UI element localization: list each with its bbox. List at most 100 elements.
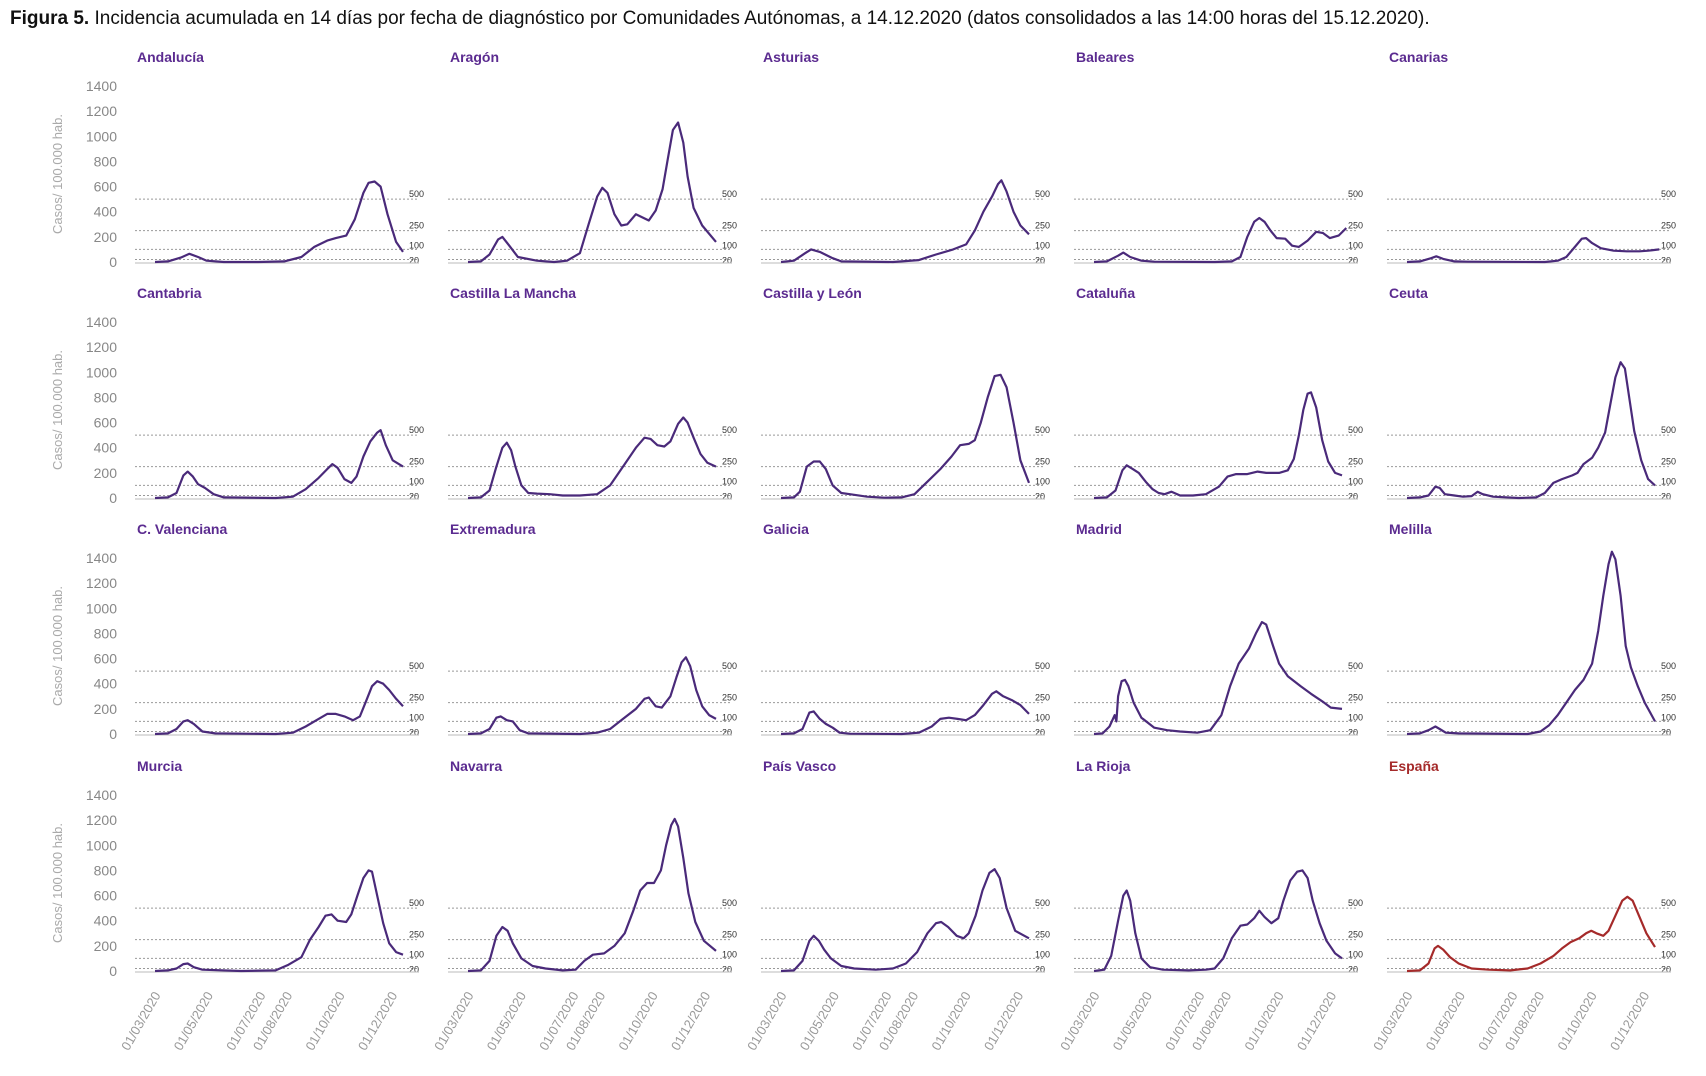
reference-line-label: 250	[1661, 930, 1676, 940]
y-tick-label: 0	[109, 490, 117, 506]
panel-title: La Rioja	[1076, 758, 1131, 774]
reference-line-label: 20	[1661, 255, 1671, 265]
reference-line-label: 250	[409, 221, 424, 231]
series-line	[467, 817, 717, 973]
panel-title: Asturias	[763, 49, 819, 65]
y-tick-label: 1400	[86, 787, 117, 803]
reference-line-label: 500	[409, 661, 424, 671]
reference-line-label: 20	[1348, 964, 1358, 974]
y-tick-label: 1200	[86, 103, 117, 119]
reference-line-label: 100	[1348, 712, 1363, 722]
reference-line-label: 250	[1661, 693, 1676, 703]
x-tick-label: 01/05/2020	[484, 989, 530, 1053]
x-tick-label: 01/03/2020	[1370, 989, 1416, 1053]
reference-line-label: 20	[409, 491, 419, 501]
reference-line-label: 20	[409, 727, 419, 737]
reference-line-label: 250	[1035, 221, 1050, 231]
reference-line-label: 500	[722, 425, 737, 435]
x-tick-label: 01/12/2020	[1607, 989, 1653, 1053]
reference-line-label: 500	[1348, 189, 1363, 199]
reference-line-label: 100	[1348, 949, 1363, 959]
y-tick-label: 800	[94, 625, 118, 641]
y-tick-label: 600	[94, 888, 118, 904]
series-line	[1406, 550, 1656, 736]
reference-line-label: 20	[1035, 964, 1045, 974]
panel-title: Andalucía	[137, 49, 204, 65]
panel-title: Murcia	[137, 758, 182, 774]
reference-line-label: 250	[1348, 221, 1363, 231]
reference-line-label: 500	[1661, 189, 1676, 199]
x-tick-label: 01/05/2020	[171, 989, 217, 1053]
reference-line-label: 100	[722, 712, 737, 722]
y-tick-label: 0	[109, 726, 117, 742]
y-tick-label: 200	[94, 938, 118, 954]
series-line	[780, 373, 1031, 500]
panel-title: País Vasco	[763, 758, 836, 774]
reference-line-label: 100	[1661, 476, 1676, 486]
reference-line-label: 250	[1661, 221, 1676, 231]
y-tick-label: 200	[94, 465, 118, 481]
reference-line-label: 500	[1661, 425, 1676, 435]
reference-line-label: 20	[409, 255, 419, 265]
reference-line-label: 500	[409, 425, 424, 435]
panel-title: C. Valenciana	[137, 521, 227, 537]
reference-line-label: 100	[722, 476, 737, 486]
series-line	[1093, 869, 1343, 973]
x-tick-label: 01/10/2020	[928, 989, 974, 1053]
series-line	[154, 680, 404, 736]
reference-line-label: 250	[1348, 930, 1363, 940]
reference-line-label: 100	[1035, 712, 1050, 722]
y-tick-label: 800	[94, 862, 118, 878]
y-axis-label: Casos/ 100.000 hab.	[50, 350, 65, 470]
reference-line-label: 20	[1348, 255, 1358, 265]
x-tick-label: 01/03/2020	[1057, 989, 1103, 1053]
y-tick-label: 800	[94, 153, 118, 169]
series-line	[1406, 361, 1656, 500]
y-tick-label: 1000	[86, 364, 117, 380]
reference-line-label: 20	[722, 491, 732, 501]
reference-line-label: 100	[1661, 240, 1676, 250]
reference-line-label: 100	[409, 712, 424, 722]
x-tick-label: 01/05/2020	[1423, 989, 1469, 1053]
y-tick-label: 200	[94, 229, 118, 245]
panel-title: Castilla La Mancha	[450, 285, 576, 301]
reference-line-label: 250	[722, 221, 737, 231]
x-tick-label: 01/10/2020	[302, 989, 348, 1053]
y-tick-label: 400	[94, 440, 118, 456]
reference-line-label: 100	[1661, 712, 1676, 722]
y-tick-label: 0	[109, 254, 117, 270]
reference-line-label: 250	[1348, 693, 1363, 703]
reference-line-label: 100	[1348, 240, 1363, 250]
reference-line-label: 20	[722, 727, 732, 737]
panel-title: Aragón	[450, 49, 499, 65]
panel-title: España	[1389, 758, 1439, 774]
reference-line-label: 100	[1348, 476, 1363, 486]
y-tick-label: 1400	[86, 314, 117, 330]
y-tick-label: 600	[94, 415, 118, 431]
reference-line-label: 500	[409, 898, 424, 908]
panel-title: Baleares	[1076, 49, 1135, 65]
series-line	[1406, 895, 1656, 973]
reference-line-label: 100	[722, 240, 737, 250]
panel-title: Extremadura	[450, 521, 536, 537]
reference-line-label: 100	[1035, 240, 1050, 250]
reference-line-label: 250	[722, 693, 737, 703]
reference-line-label: 250	[409, 930, 424, 940]
reference-line-label: 250	[1035, 693, 1050, 703]
reference-line-label: 20	[722, 255, 732, 265]
panel-title: Navarra	[450, 758, 502, 774]
reference-line-label: 100	[409, 240, 424, 250]
y-tick-label: 400	[94, 676, 118, 692]
panel-title: Ceuta	[1389, 285, 1428, 301]
x-tick-label: 01/03/2020	[118, 989, 164, 1053]
reference-line-label: 20	[409, 964, 419, 974]
reference-line-label: 20	[1348, 727, 1358, 737]
reference-line-label: 500	[1661, 898, 1676, 908]
reference-line-label: 500	[1035, 425, 1050, 435]
reference-line-label: 100	[1661, 949, 1676, 959]
reference-line-label: 100	[409, 476, 424, 486]
y-tick-label: 600	[94, 651, 118, 667]
panel-title: Canarias	[1389, 49, 1448, 65]
reference-line-label: 250	[1348, 457, 1363, 467]
reference-line-label: 250	[1661, 457, 1676, 467]
